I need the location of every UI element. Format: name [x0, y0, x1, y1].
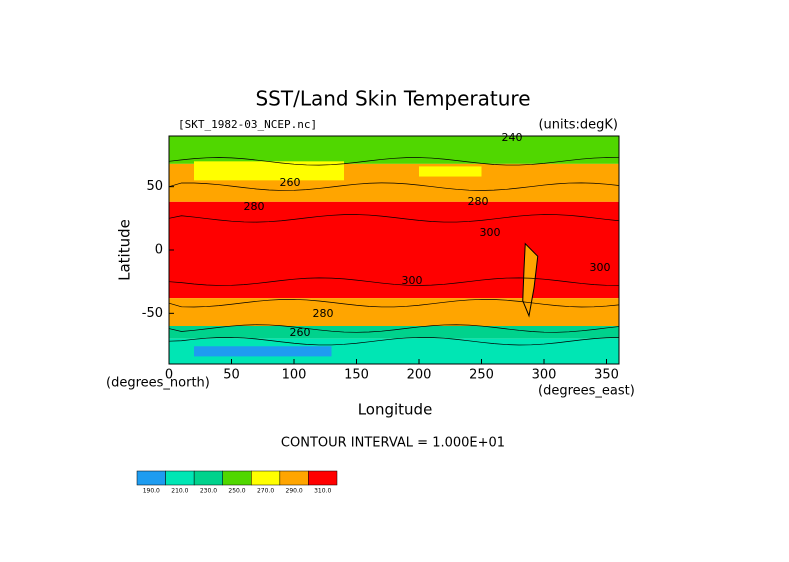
- contour-line: [168, 157, 620, 166]
- x-tick-label: 200: [407, 368, 432, 383]
- colorbar-box: [279, 470, 309, 486]
- contour-line: [168, 214, 620, 223]
- x-tick-label: 150: [344, 368, 369, 383]
- temperature-band: [169, 136, 619, 164]
- x-tick-label: 100: [282, 368, 307, 383]
- contour-line: [168, 324, 620, 333]
- x-tick-label: 50: [223, 368, 240, 383]
- colorbar-box: [193, 470, 223, 486]
- contour-label: 280: [313, 307, 334, 320]
- x-tick-label: 300: [532, 368, 557, 383]
- colorbar-label: 270.0: [257, 488, 274, 495]
- colorbar-box: [308, 470, 338, 486]
- units-label: (units:degK): [538, 118, 618, 133]
- contour-interval: CONTOUR INTERVAL = 1.000E+01: [281, 436, 505, 451]
- colorbar-label: 250.0: [228, 488, 245, 495]
- contour-label: 300: [480, 226, 501, 239]
- x-tick-label: 250: [469, 368, 494, 383]
- contour-line: [168, 277, 620, 286]
- colorbar-box: [222, 470, 252, 486]
- contour-line: [168, 337, 620, 346]
- colorbar-box: [165, 470, 195, 486]
- colorbar-label: 290.0: [286, 488, 303, 495]
- contour-label: 240: [502, 131, 523, 144]
- temperature-band: [169, 201, 619, 299]
- temperature-band: [419, 166, 482, 177]
- x-axis-label: Longitude: [358, 401, 433, 419]
- y-tick-label: -50: [142, 306, 163, 321]
- map-field: [168, 136, 620, 364]
- contour-label: 260: [280, 176, 301, 189]
- y-tick-label: 50: [146, 179, 163, 194]
- x-tick-label: 350: [594, 368, 619, 383]
- temperature-band: [169, 298, 619, 326]
- temperature-band: [194, 346, 332, 357]
- contour-label: 260: [290, 326, 311, 339]
- file-label: [SKT_1982-03_NCEP.nc]: [178, 118, 317, 131]
- y-tick-label: 0: [155, 243, 163, 258]
- y-axis-units: (degrees_north): [106, 376, 210, 391]
- contour-label: 280: [468, 195, 489, 208]
- colorbar-box: [251, 470, 281, 486]
- contour-label: 280: [244, 200, 265, 213]
- contour-line: [168, 182, 620, 191]
- colorbar-label: 190.0: [143, 488, 160, 495]
- x-tick-label: 0: [165, 368, 173, 383]
- title: SST/Land Skin Temperature: [255, 87, 530, 111]
- contour-label: 300: [590, 261, 611, 274]
- y-axis-label: Latitude: [116, 219, 134, 281]
- colorbar-label: 310.0: [314, 488, 331, 495]
- south-america: [522, 242, 539, 318]
- temperature-band: [194, 161, 344, 181]
- colorbar-label: 210.0: [171, 488, 188, 495]
- colorbar-box: [136, 470, 166, 486]
- contour-label: 300: [402, 274, 423, 287]
- colorbar-label: 230.0: [200, 488, 217, 495]
- contour-line: [168, 299, 620, 308]
- x-axis-units: (degrees_east): [538, 384, 635, 399]
